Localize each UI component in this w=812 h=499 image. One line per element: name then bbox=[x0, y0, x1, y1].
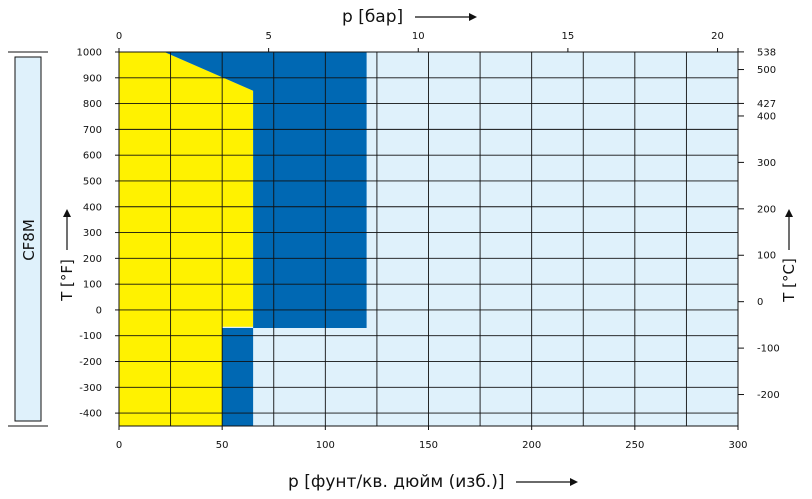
y-left-tick-label: 800 bbox=[83, 99, 102, 110]
y-left-tick-label: 200 bbox=[83, 254, 102, 265]
y-left-tick-label: -100 bbox=[79, 331, 102, 342]
x-top-tick-label: 5 bbox=[265, 31, 271, 42]
material-label: CF8M bbox=[20, 219, 38, 261]
y-right-axis-label: T [°C] bbox=[780, 258, 798, 303]
x-top-tick-label: 0 bbox=[116, 31, 122, 42]
y-left-tick-label: 900 bbox=[83, 73, 102, 84]
tick-labels: 10009008007006005004003002001000-100-200… bbox=[77, 31, 780, 451]
y-right-tick-label: 427 bbox=[757, 99, 776, 110]
x-top-axis-label: p [бар] bbox=[342, 7, 404, 27]
y-right-tick-label: -200 bbox=[757, 390, 780, 401]
y-right-tick-label: 0 bbox=[757, 297, 763, 308]
arrow-right-icon bbox=[414, 7, 477, 27]
y-left-tick-label: 0 bbox=[96, 305, 102, 316]
y-left-tick-label: 600 bbox=[83, 151, 102, 162]
arrow-up-icon bbox=[63, 209, 71, 217]
y-right-tick-label: 300 bbox=[757, 158, 776, 169]
x-bottom-tick-label: 250 bbox=[625, 440, 644, 451]
arrow-right-icon bbox=[515, 472, 578, 492]
x-bottom-axis-label: p [фунт/кв. дюйм (изб.)] bbox=[288, 472, 505, 492]
y-right-tick-label: 500 bbox=[757, 65, 776, 76]
y-right-tick-label: -100 bbox=[757, 344, 780, 355]
side-axis-labels: T [°F] T [°C] bbox=[58, 209, 798, 303]
y-left-axis-label: T [°F] bbox=[58, 259, 76, 302]
x-bottom-tick-label: 300 bbox=[728, 440, 747, 451]
y-right-tick-label: 100 bbox=[757, 251, 776, 262]
material-legend: CF8M bbox=[8, 51, 48, 427]
x-top-tick-label: 10 bbox=[412, 31, 425, 42]
x-top-tick-label: 20 bbox=[711, 31, 724, 42]
blue-region-2 bbox=[222, 327, 254, 426]
y-left-tick-label: 700 bbox=[83, 125, 102, 136]
y-right-tick-label: 200 bbox=[757, 204, 776, 215]
x-bottom-tick-label: 200 bbox=[522, 440, 541, 451]
x-bottom-tick-label: 100 bbox=[316, 440, 335, 451]
yellow-region-0 bbox=[119, 52, 254, 426]
y-left-tick-label: 400 bbox=[83, 202, 102, 213]
y-left-tick-label: 100 bbox=[83, 280, 102, 291]
x-bottom-axis-title: p [фунт/кв. дюйм (изб.)] bbox=[288, 472, 578, 492]
pressure-temperature-regions bbox=[119, 52, 367, 426]
x-bottom-tick-label: 50 bbox=[216, 440, 229, 451]
y-right-tick-label: 538 bbox=[757, 47, 776, 58]
x-bottom-tick-label: 0 bbox=[116, 440, 122, 451]
x-top-axis-title: p [бар] bbox=[342, 7, 477, 27]
y-left-tick-label: 500 bbox=[83, 176, 102, 187]
x-top-tick-label: 15 bbox=[562, 31, 575, 42]
blue-region-1 bbox=[164, 52, 367, 328]
y-left-tick-label: 300 bbox=[83, 228, 102, 239]
x-bottom-tick-label: 150 bbox=[419, 440, 438, 451]
y-left-tick-label: -200 bbox=[79, 357, 102, 368]
y-left-tick-label: -400 bbox=[79, 409, 102, 420]
y-right-tick-label: 400 bbox=[757, 111, 776, 122]
material-box bbox=[14, 56, 42, 422]
y-left-tick-label: -300 bbox=[79, 383, 102, 394]
arrow-up-icon bbox=[785, 209, 793, 217]
y-left-tick-label: 1000 bbox=[77, 48, 102, 59]
grid-lines bbox=[119, 52, 738, 426]
